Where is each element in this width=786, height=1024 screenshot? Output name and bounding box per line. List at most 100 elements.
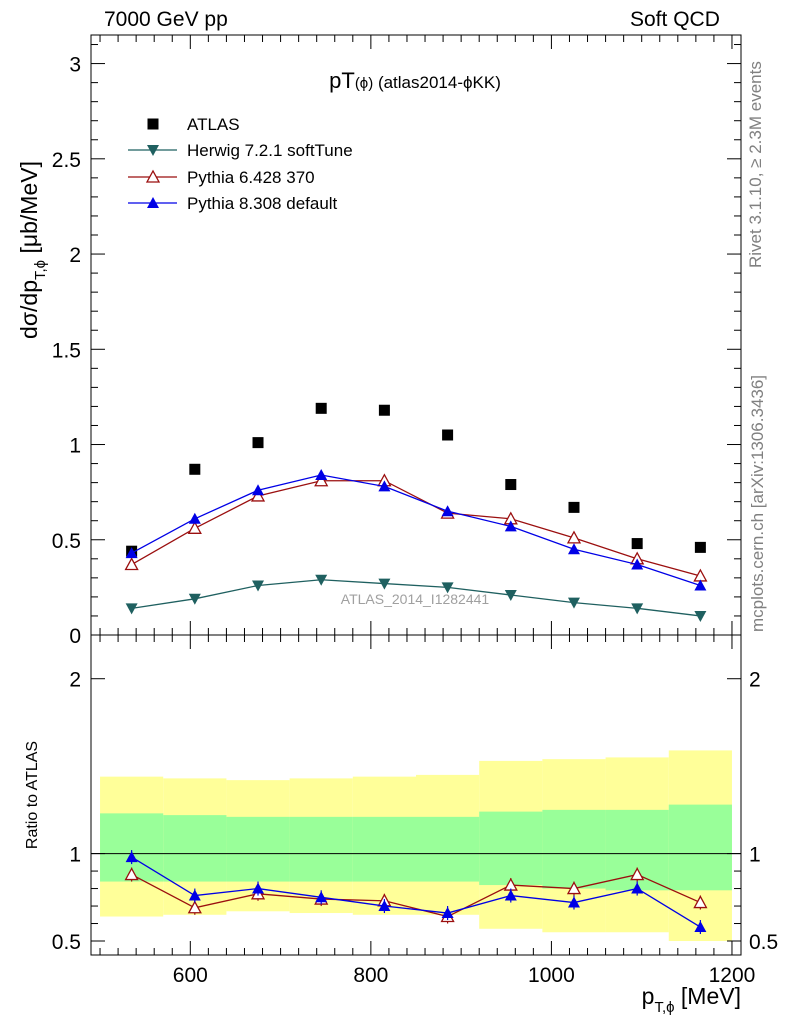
data-point xyxy=(631,603,644,615)
analysis-watermark: ATLAS_2014_I1282441 xyxy=(341,591,490,607)
x-axis-label: pT,ϕ [MeV] xyxy=(642,983,741,1016)
data-point xyxy=(442,429,454,441)
ratio-point xyxy=(504,889,517,901)
data-point xyxy=(125,603,138,615)
data-point xyxy=(505,479,517,491)
band-inner-bin xyxy=(289,816,353,882)
data-point xyxy=(315,469,328,480)
main-series xyxy=(126,402,706,557)
legend-label: Pythia 6.428 370 xyxy=(187,168,315,187)
data-point xyxy=(694,579,707,591)
data-point xyxy=(252,437,264,449)
ratio-y-axis-label: Ratio to ATLAS xyxy=(24,741,41,849)
axis-ticks: 600 800 1000 1200 0 0.5 1 1.5 2 2.5 3 0.5 0.5 1 1 2 2 xyxy=(52,35,778,987)
band-inner-bin xyxy=(226,816,290,882)
data-point xyxy=(188,593,201,605)
ratio-point xyxy=(124,867,139,881)
ratio-point xyxy=(566,881,582,895)
legend-entry: Pythia 8.308 default xyxy=(128,194,338,213)
ratio-point xyxy=(188,889,201,901)
axes-frames xyxy=(90,34,742,956)
data-point xyxy=(125,547,138,559)
ratio-point xyxy=(315,891,328,903)
legend-marker xyxy=(147,145,159,156)
data-point xyxy=(252,484,265,496)
ratio-point xyxy=(693,895,708,909)
data-point xyxy=(631,558,644,570)
ratio-y-tick-label: 0.5 xyxy=(52,931,81,954)
y-axis-label: dσ/dpT,ϕ [μb/MeV] xyxy=(16,161,49,339)
header-left-label: 7000 GeV pp xyxy=(104,8,228,31)
data-point xyxy=(568,501,580,513)
band-inner-bin xyxy=(542,809,606,889)
data-point xyxy=(314,473,329,487)
band-inner-bin xyxy=(163,815,227,882)
ratio-plot-frame xyxy=(90,634,742,956)
y-tick-label: 1.5 xyxy=(52,339,81,362)
data-point xyxy=(378,480,391,492)
series-line xyxy=(131,474,701,587)
ratio-series-line xyxy=(131,873,701,918)
legend-entry: ATLAS xyxy=(147,115,240,134)
ratio-y-tick-label: 1 xyxy=(69,844,81,867)
data-point xyxy=(567,597,580,609)
legend-label: ATLAS xyxy=(187,115,240,134)
legend-label: Pythia 8.308 default xyxy=(187,194,338,213)
ratio-series-line xyxy=(131,856,701,928)
ratio-point xyxy=(187,900,202,914)
data-point xyxy=(631,538,643,550)
main-series xyxy=(124,473,708,582)
data-series xyxy=(124,402,708,935)
data-point xyxy=(378,578,391,590)
data-point xyxy=(187,520,202,534)
ratio-point xyxy=(378,900,391,912)
data-point xyxy=(315,402,327,414)
data-point xyxy=(188,512,201,524)
data-point xyxy=(441,582,454,594)
y-tick-label: 3 xyxy=(69,54,81,77)
data-point xyxy=(315,574,328,586)
data-point xyxy=(378,404,390,416)
main-series xyxy=(125,469,707,591)
data-point xyxy=(124,557,139,571)
x-tick-label: 600 xyxy=(173,964,208,987)
y-tick-label: 0.5 xyxy=(52,530,81,553)
series-line xyxy=(131,480,701,577)
ratio-point xyxy=(694,921,707,933)
legend-label: Herwig 7.2.1 softTune xyxy=(187,141,353,160)
legend-marker xyxy=(145,169,161,183)
x-tick-label: 1000 xyxy=(528,964,575,987)
ratio-point xyxy=(125,851,138,863)
data-point xyxy=(567,543,580,555)
data-point xyxy=(189,463,201,475)
data-point xyxy=(566,530,582,544)
legend-marker xyxy=(147,197,159,208)
series-line xyxy=(131,579,701,617)
axis-labels: ATLAS_2014_I1282441 pT(ϕ) (atlas2014-ϕKK)… xyxy=(16,68,741,1016)
data-point xyxy=(252,580,265,592)
band-inner-bin xyxy=(479,811,543,886)
data-point xyxy=(694,610,707,622)
legend-entry: Herwig 7.2.1 softTune xyxy=(128,141,353,160)
legend-marker xyxy=(147,118,159,130)
ratio-y-tick-label-right: 0.5 xyxy=(749,931,778,954)
ratio-y-tick-label: 2 xyxy=(69,669,81,692)
ratio-y-tick-label-right: 2 xyxy=(749,669,761,692)
ratio-y-tick-label-right: 1 xyxy=(749,844,761,867)
header-right-label: Soft QCD xyxy=(630,8,720,31)
chart-title: pT(ϕ) (atlas2014-ϕKK) xyxy=(329,68,501,93)
ratio-point xyxy=(631,882,644,894)
main-series xyxy=(125,574,707,622)
data-point xyxy=(504,590,517,601)
y-tick-label: 2.5 xyxy=(52,149,81,172)
band-inner-bin xyxy=(416,816,480,882)
data-point xyxy=(250,488,266,502)
y-tick-label: 1 xyxy=(69,435,81,458)
y-tick-label: 0 xyxy=(69,625,81,648)
legend-entry: Pythia 6.428 370 xyxy=(128,168,315,187)
legend: ATLAS Herwig 7.2.1 softTune Pythia 6.428 3… xyxy=(128,115,353,213)
ratio-point xyxy=(630,867,645,881)
x-tick-label: 1200 xyxy=(709,964,756,987)
data-point xyxy=(694,541,706,553)
